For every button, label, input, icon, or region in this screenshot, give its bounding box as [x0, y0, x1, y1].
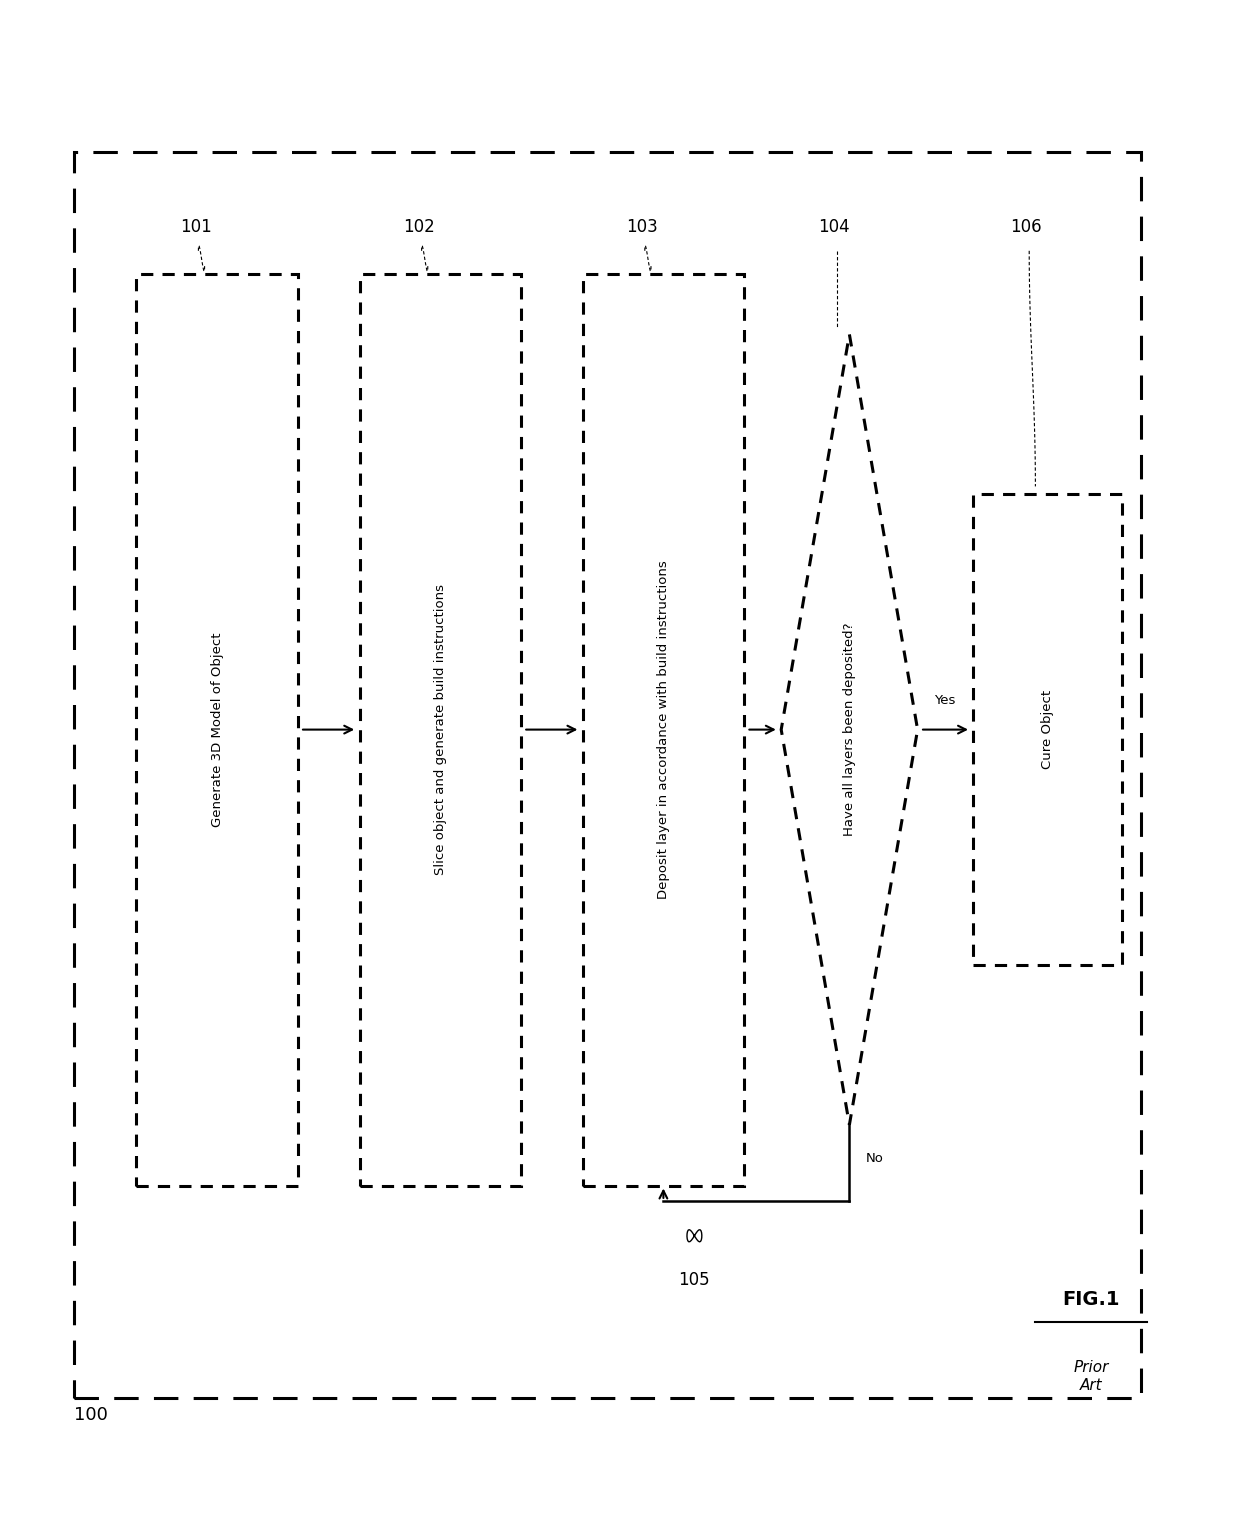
Text: Have all layers been deposited?: Have all layers been deposited? — [843, 623, 856, 836]
Text: 100: 100 — [74, 1406, 108, 1424]
Text: Slice object and generate build instructions: Slice object and generate build instruct… — [434, 584, 446, 876]
Bar — [360, 274, 521, 1186]
Text: 105: 105 — [678, 1271, 711, 1289]
Text: Cure Object: Cure Object — [1042, 690, 1054, 769]
Bar — [583, 274, 744, 1186]
Bar — [74, 152, 1141, 1398]
Text: Deposit layer in accordance with build instructions: Deposit layer in accordance with build i… — [657, 561, 670, 898]
Text: Generate 3D Model of Object: Generate 3D Model of Object — [211, 632, 223, 827]
Text: 101: 101 — [180, 217, 212, 236]
Bar — [973, 494, 1122, 965]
Bar — [136, 274, 298, 1186]
Text: 106: 106 — [1011, 217, 1043, 236]
Text: 102: 102 — [403, 217, 435, 236]
Text: 103: 103 — [626, 217, 658, 236]
Text: Yes: Yes — [934, 693, 956, 707]
Text: 104: 104 — [818, 217, 851, 236]
Text: Prior
Art: Prior Art — [1074, 1360, 1109, 1392]
Text: FIG.1: FIG.1 — [1063, 1290, 1120, 1309]
Text: No: No — [866, 1152, 883, 1166]
Polygon shape — [781, 334, 918, 1125]
